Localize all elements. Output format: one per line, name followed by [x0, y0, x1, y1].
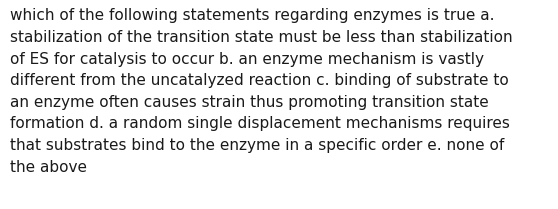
Text: which of the following statements regarding enzymes is true a.
stabilization of : which of the following statements regard…: [10, 8, 513, 175]
